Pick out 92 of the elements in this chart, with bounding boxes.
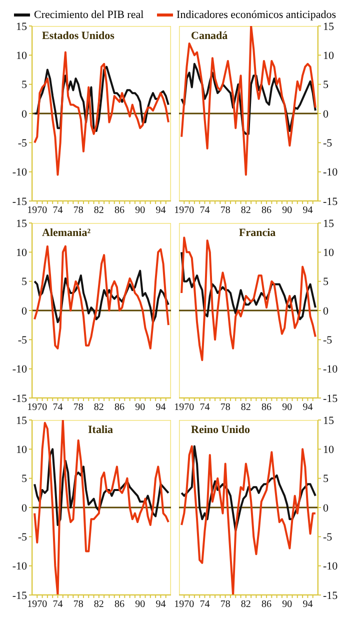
y-tick-label: -15 <box>323 590 338 602</box>
x-tick-label: 94 <box>156 205 166 216</box>
x-tick-label: 82 <box>240 599 251 610</box>
x-tick-label: 82 <box>94 599 104 610</box>
x-tick-label: 86 <box>262 402 272 414</box>
x-tick-label: 1970 <box>174 205 194 216</box>
x-tick-label: 82 <box>240 205 251 216</box>
x-tick-label: 78 <box>73 402 84 414</box>
x-tick-label: 86 <box>262 205 272 216</box>
chart-title: Francia <box>239 227 276 239</box>
x-tick-label: 1970 <box>27 205 48 216</box>
y-tick-label: -15 <box>12 590 28 602</box>
x-tick-label: 1970 <box>174 599 194 610</box>
x-tick-label: 94 <box>156 402 166 414</box>
y-tick-label: 15 <box>323 20 334 33</box>
x-tick-label: 82 <box>94 402 104 414</box>
y-tick-label: 10 <box>16 444 28 456</box>
y-tick-label: 5 <box>22 276 28 288</box>
x-tick-label: 74 <box>200 402 210 414</box>
y-tick-label: 5 <box>323 79 329 92</box>
x-tick-label: 78 <box>220 205 230 216</box>
x-tick-label: 1970 <box>27 599 48 610</box>
x-tick-label: 82 <box>240 402 251 414</box>
y-tick-label: 15 <box>323 218 334 230</box>
chart-title: Italia <box>88 424 114 436</box>
y-tick-label: 0 <box>323 305 329 318</box>
y-tick-label: -15 <box>323 392 338 405</box>
y-tick-label: 5 <box>22 79 28 92</box>
y-tick-label: 10 <box>323 247 334 260</box>
x-tick-label: 86 <box>114 205 125 216</box>
x-tick-label: 74 <box>52 402 63 414</box>
y-tick-label: 10 <box>323 444 334 456</box>
y-tick-label: -10 <box>12 166 28 179</box>
y-tick-label: 10 <box>16 50 28 62</box>
x-tick-label: 1970 <box>174 402 194 414</box>
x-tick-label: 90 <box>135 402 146 414</box>
y-tick-label: 0 <box>323 108 329 120</box>
x-tick-label: 94 <box>302 205 313 216</box>
y-tick-label: -10 <box>12 364 28 376</box>
y-tick-label: 15 <box>16 218 28 230</box>
x-tick-label: 74 <box>200 599 210 610</box>
y-tick-label: -10 <box>323 166 338 179</box>
x-tick-label: 82 <box>94 205 104 216</box>
y-tick-label: -5 <box>323 334 333 347</box>
chart-title: Canadá <box>191 30 228 42</box>
chart-title: Reino Unido <box>191 424 250 436</box>
x-tick-label: 90 <box>282 402 292 414</box>
y-tick-label: -15 <box>12 392 28 405</box>
y-tick-label: -15 <box>323 196 338 208</box>
y-tick-label: 15 <box>16 414 28 427</box>
x-tick-label: 78 <box>220 599 230 610</box>
y-tick-label: 0 <box>323 502 329 514</box>
y-tick-label: -15 <box>12 196 28 208</box>
x-tick-label: 90 <box>282 205 292 216</box>
x-tick-label: 86 <box>114 402 125 414</box>
y-tick-label: -5 <box>323 138 333 150</box>
x-tick-label: 94 <box>156 599 166 610</box>
y-tick-label: -5 <box>18 138 28 150</box>
y-tick-label: -10 <box>12 560 28 573</box>
legend-label: Indicadores económicos anticipados <box>176 9 336 21</box>
y-tick-label: -5 <box>18 334 28 347</box>
chart-title: Alemania² <box>42 227 91 239</box>
chart-title: Estados Unidos <box>42 30 114 42</box>
x-tick-label: 78 <box>220 402 230 414</box>
y-tick-label: 0 <box>22 108 28 120</box>
y-tick-label: 5 <box>323 473 329 486</box>
y-tick-label: -10 <box>323 364 338 376</box>
x-tick-label: 90 <box>282 599 292 610</box>
y-tick-label: 15 <box>16 20 28 33</box>
y-tick-label: 10 <box>323 50 334 62</box>
legend-label: Crecimiento del PIB real <box>34 9 144 21</box>
y-tick-label: 5 <box>22 473 28 486</box>
x-tick-label: 94 <box>302 599 313 610</box>
y-tick-label: 10 <box>16 247 28 260</box>
y-tick-label: -5 <box>18 532 28 544</box>
x-tick-label: 78 <box>73 599 84 610</box>
x-tick-label: 74 <box>52 599 63 610</box>
x-tick-label: 86 <box>114 599 125 610</box>
x-tick-label: 90 <box>135 205 146 216</box>
x-tick-label: 86 <box>262 599 272 610</box>
x-tick-label: 74 <box>52 205 63 216</box>
x-tick-label: 78 <box>73 205 84 216</box>
y-tick-label: 5 <box>323 276 329 288</box>
x-tick-label: 90 <box>135 599 146 610</box>
x-tick-label: 74 <box>200 205 210 216</box>
x-tick-label: 1970 <box>27 402 48 414</box>
x-tick-label: 94 <box>302 402 313 414</box>
y-tick-label: 0 <box>22 502 28 514</box>
y-tick-label: -10 <box>323 560 338 573</box>
y-tick-label: 15 <box>323 414 334 427</box>
y-tick-label: -5 <box>323 532 333 544</box>
y-tick-label: 0 <box>22 305 28 318</box>
